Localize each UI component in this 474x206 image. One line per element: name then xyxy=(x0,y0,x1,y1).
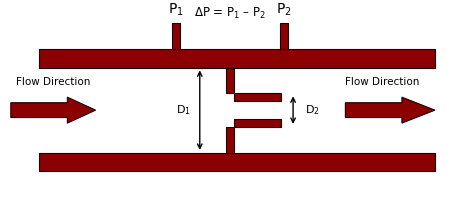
Bar xyxy=(39,49,435,68)
Bar xyxy=(39,153,435,171)
Polygon shape xyxy=(11,97,96,123)
Text: P$_2$: P$_2$ xyxy=(276,1,292,18)
Bar xyxy=(234,94,281,101)
Bar xyxy=(172,23,180,49)
Text: D$_2$: D$_2$ xyxy=(304,103,319,117)
Text: P$_1$: P$_1$ xyxy=(168,1,183,18)
Text: ΔP = P$_1$ – P$_2$: ΔP = P$_1$ – P$_2$ xyxy=(194,6,266,21)
Bar xyxy=(234,119,281,127)
Text: D$_1$: D$_1$ xyxy=(176,103,191,117)
Text: Flow Direction: Flow Direction xyxy=(346,77,420,87)
Bar xyxy=(226,127,234,153)
Bar xyxy=(280,23,288,49)
Polygon shape xyxy=(346,97,435,123)
Text: Flow Direction: Flow Direction xyxy=(16,77,90,87)
Bar xyxy=(226,68,234,94)
